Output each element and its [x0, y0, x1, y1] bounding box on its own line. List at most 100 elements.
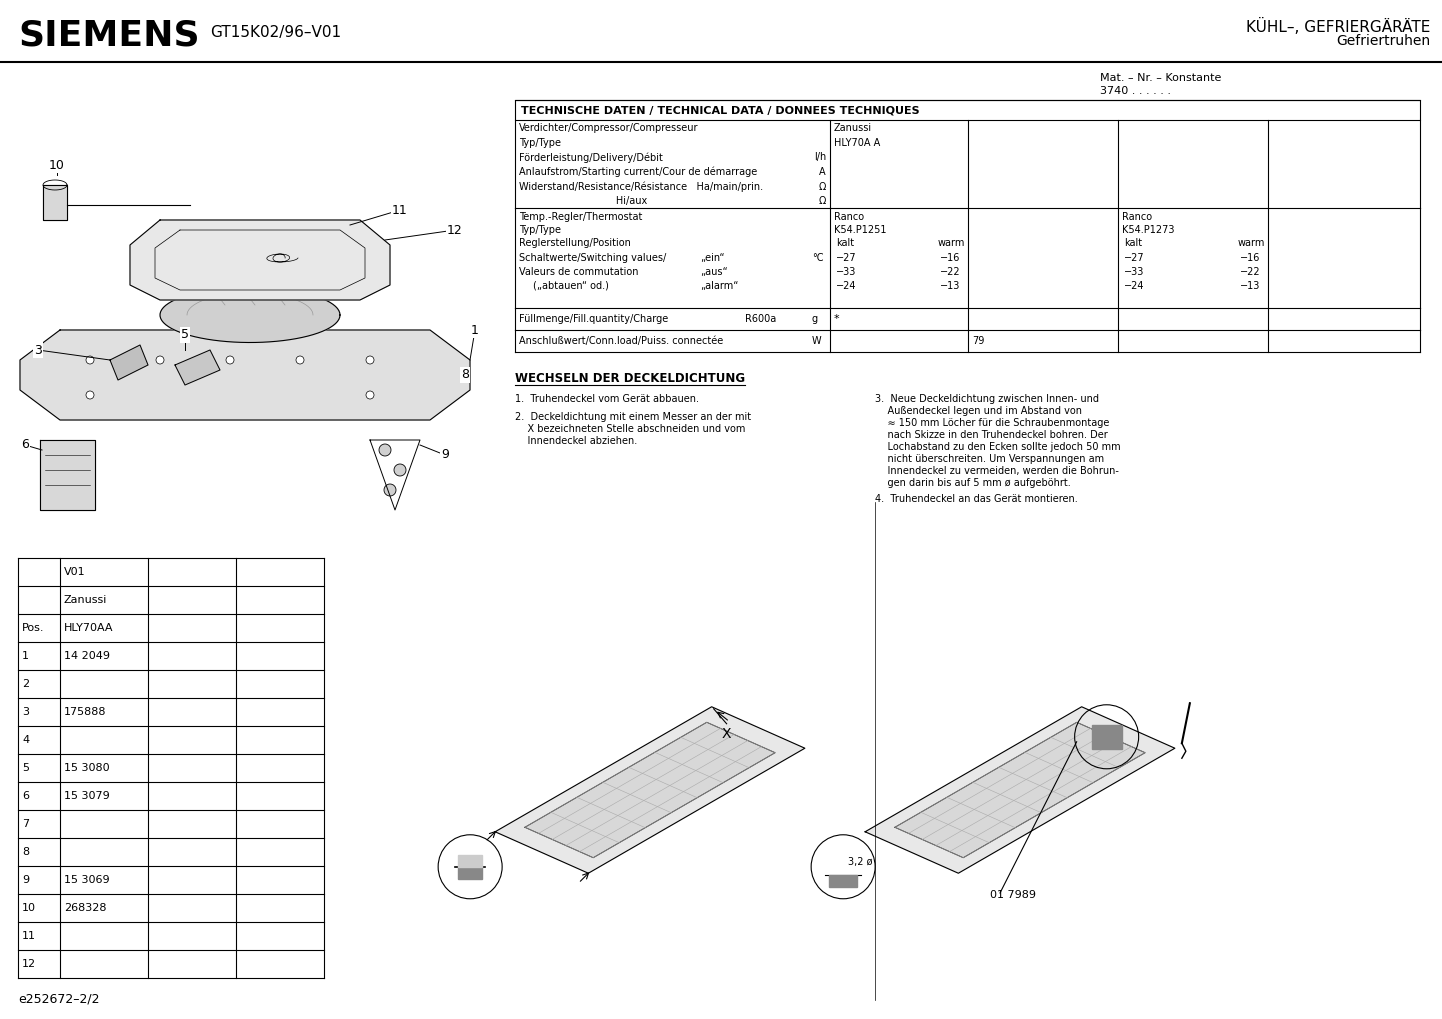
- Polygon shape: [525, 722, 776, 858]
- Text: „aus“: „aus“: [699, 267, 728, 277]
- Text: SIEMENS: SIEMENS: [17, 18, 199, 52]
- Text: 15 3079: 15 3079: [63, 791, 110, 801]
- Text: warm: warm: [1239, 238, 1266, 248]
- Text: Ranco: Ranco: [833, 212, 864, 222]
- Text: X: X: [721, 727, 731, 741]
- Text: W: W: [812, 336, 822, 346]
- Text: 6: 6: [22, 791, 29, 801]
- Circle shape: [296, 356, 304, 364]
- Text: 1: 1: [22, 651, 29, 661]
- Text: Widerstand/Resistance/Résistance   Ha/main/prin.: Widerstand/Resistance/Résistance Ha/main…: [519, 181, 763, 192]
- Text: 3: 3: [35, 343, 42, 357]
- Text: Gefriertruhen: Gefriertruhen: [1335, 34, 1430, 48]
- Polygon shape: [160, 287, 340, 342]
- Text: „ein“: „ein“: [699, 253, 724, 263]
- Text: −33: −33: [836, 267, 857, 277]
- Text: Schaltwerte/Switching values/: Schaltwerte/Switching values/: [519, 253, 666, 263]
- Polygon shape: [130, 220, 389, 300]
- Text: KÜHL–, GEFRIERGÄRÄTE: KÜHL–, GEFRIERGÄRÄTE: [1246, 18, 1430, 35]
- Text: 2: 2: [22, 679, 29, 689]
- Text: l/h: l/h: [813, 153, 826, 162]
- Text: 3.  Neue Deckeldichtung zwischen Innen- und: 3. Neue Deckeldichtung zwischen Innen- u…: [875, 394, 1099, 404]
- Text: nach Skizze in den Truhendeckel bohren. Der: nach Skizze in den Truhendeckel bohren. …: [875, 430, 1107, 440]
- Polygon shape: [459, 867, 482, 878]
- Text: −13: −13: [940, 281, 960, 291]
- Text: ≈ 150 mm Löcher für die Schraubenmontage: ≈ 150 mm Löcher für die Schraubenmontage: [875, 418, 1109, 428]
- Polygon shape: [174, 350, 221, 385]
- Text: K54.P1251: K54.P1251: [833, 225, 887, 235]
- Text: *: *: [833, 314, 839, 324]
- Text: Ω: Ω: [819, 181, 826, 192]
- Text: 10: 10: [49, 159, 65, 171]
- Text: 5: 5: [22, 763, 29, 773]
- Text: V01: V01: [63, 567, 85, 577]
- Text: TECHNISCHE DATEN / TECHNICAL DATA / DONNEES TECHNIQUES: TECHNISCHE DATEN / TECHNICAL DATA / DONN…: [521, 105, 920, 115]
- Text: 4: 4: [22, 735, 29, 745]
- Text: Typ/Type: Typ/Type: [519, 225, 561, 235]
- Circle shape: [379, 444, 391, 455]
- Polygon shape: [40, 440, 95, 510]
- Text: Zanussi: Zanussi: [833, 123, 872, 133]
- Text: 12: 12: [22, 959, 36, 969]
- Text: Pos.: Pos.: [22, 623, 45, 633]
- Text: Förderleistung/Delivery/Débit: Förderleistung/Delivery/Débit: [519, 152, 663, 163]
- Text: 10: 10: [22, 903, 36, 913]
- Circle shape: [394, 464, 407, 476]
- Text: −22: −22: [1240, 267, 1260, 277]
- Text: 7: 7: [22, 819, 29, 829]
- Text: HLY70AA: HLY70AA: [63, 623, 114, 633]
- Text: Füllmenge/Fill.quantity/Charge: Füllmenge/Fill.quantity/Charge: [519, 314, 668, 324]
- Text: Zanussi: Zanussi: [63, 595, 107, 605]
- Text: −13: −13: [1240, 281, 1260, 291]
- Text: Hi/aux: Hi/aux: [519, 197, 647, 207]
- Text: 15 3069: 15 3069: [63, 875, 110, 884]
- Text: gen darin bis auf 5 mm ø aufgeböhrt.: gen darin bis auf 5 mm ø aufgeböhrt.: [875, 478, 1071, 488]
- Text: 15 3080: 15 3080: [63, 763, 110, 773]
- Text: 14 2049: 14 2049: [63, 651, 110, 661]
- Circle shape: [87, 356, 94, 364]
- Bar: [515, 100, 1420, 120]
- Text: 175888: 175888: [63, 707, 107, 717]
- Text: 12: 12: [447, 223, 463, 236]
- Text: Anlaufstrom/Starting current/Cour de démarrage: Anlaufstrom/Starting current/Cour de dém…: [519, 167, 757, 177]
- Polygon shape: [829, 874, 857, 887]
- Circle shape: [87, 391, 94, 399]
- Polygon shape: [495, 707, 805, 873]
- Text: Valeurs de commutation: Valeurs de commutation: [519, 267, 639, 277]
- Polygon shape: [895, 722, 1145, 858]
- Circle shape: [366, 356, 373, 364]
- Polygon shape: [459, 855, 482, 867]
- Text: 5: 5: [182, 328, 189, 341]
- Text: Außendeckel legen und im Abstand von: Außendeckel legen und im Abstand von: [875, 406, 1082, 416]
- Text: −33: −33: [1123, 267, 1145, 277]
- Text: 2.  Deckeldichtung mit einem Messer an der mit: 2. Deckeldichtung mit einem Messer an de…: [515, 412, 751, 422]
- Text: Innendeckel abziehen.: Innendeckel abziehen.: [515, 436, 637, 446]
- Text: Ranco: Ranco: [1122, 212, 1152, 222]
- Text: WECHSELN DER DECKELDICHTUNG: WECHSELN DER DECKELDICHTUNG: [515, 372, 746, 385]
- Polygon shape: [1092, 725, 1122, 749]
- Text: Reglerstellung/Position: Reglerstellung/Position: [519, 238, 632, 248]
- Circle shape: [384, 484, 397, 496]
- Text: A: A: [819, 167, 826, 177]
- Polygon shape: [20, 330, 470, 420]
- Polygon shape: [110, 345, 149, 380]
- Text: °C: °C: [812, 253, 823, 263]
- Text: nicht überschreiten. Um Verspannungen am: nicht überschreiten. Um Verspannungen am: [875, 454, 1105, 464]
- Polygon shape: [865, 707, 1175, 873]
- Text: K54.P1273: K54.P1273: [1122, 225, 1174, 235]
- Text: 8: 8: [461, 369, 469, 381]
- Text: warm: warm: [937, 238, 965, 248]
- Text: 11: 11: [392, 204, 408, 216]
- Text: Temp.-Regler/Thermostat: Temp.-Regler/Thermostat: [519, 212, 642, 222]
- Text: 79: 79: [972, 336, 985, 346]
- Text: 3740 . . . . . .: 3740 . . . . . .: [1100, 86, 1171, 96]
- Text: Typ/Type: Typ/Type: [519, 138, 561, 148]
- Text: 6: 6: [22, 438, 29, 451]
- Text: kalt: kalt: [1123, 238, 1142, 248]
- Text: Mat. – Nr. – Konstante: Mat. – Nr. – Konstante: [1100, 73, 1221, 83]
- Text: „alarm“: „alarm“: [699, 281, 738, 291]
- Text: Innendeckel zu vermeiden, werden die Bohrun-: Innendeckel zu vermeiden, werden die Boh…: [875, 466, 1119, 476]
- Text: −27: −27: [836, 253, 857, 263]
- Text: −22: −22: [940, 267, 960, 277]
- Text: 11: 11: [22, 931, 36, 941]
